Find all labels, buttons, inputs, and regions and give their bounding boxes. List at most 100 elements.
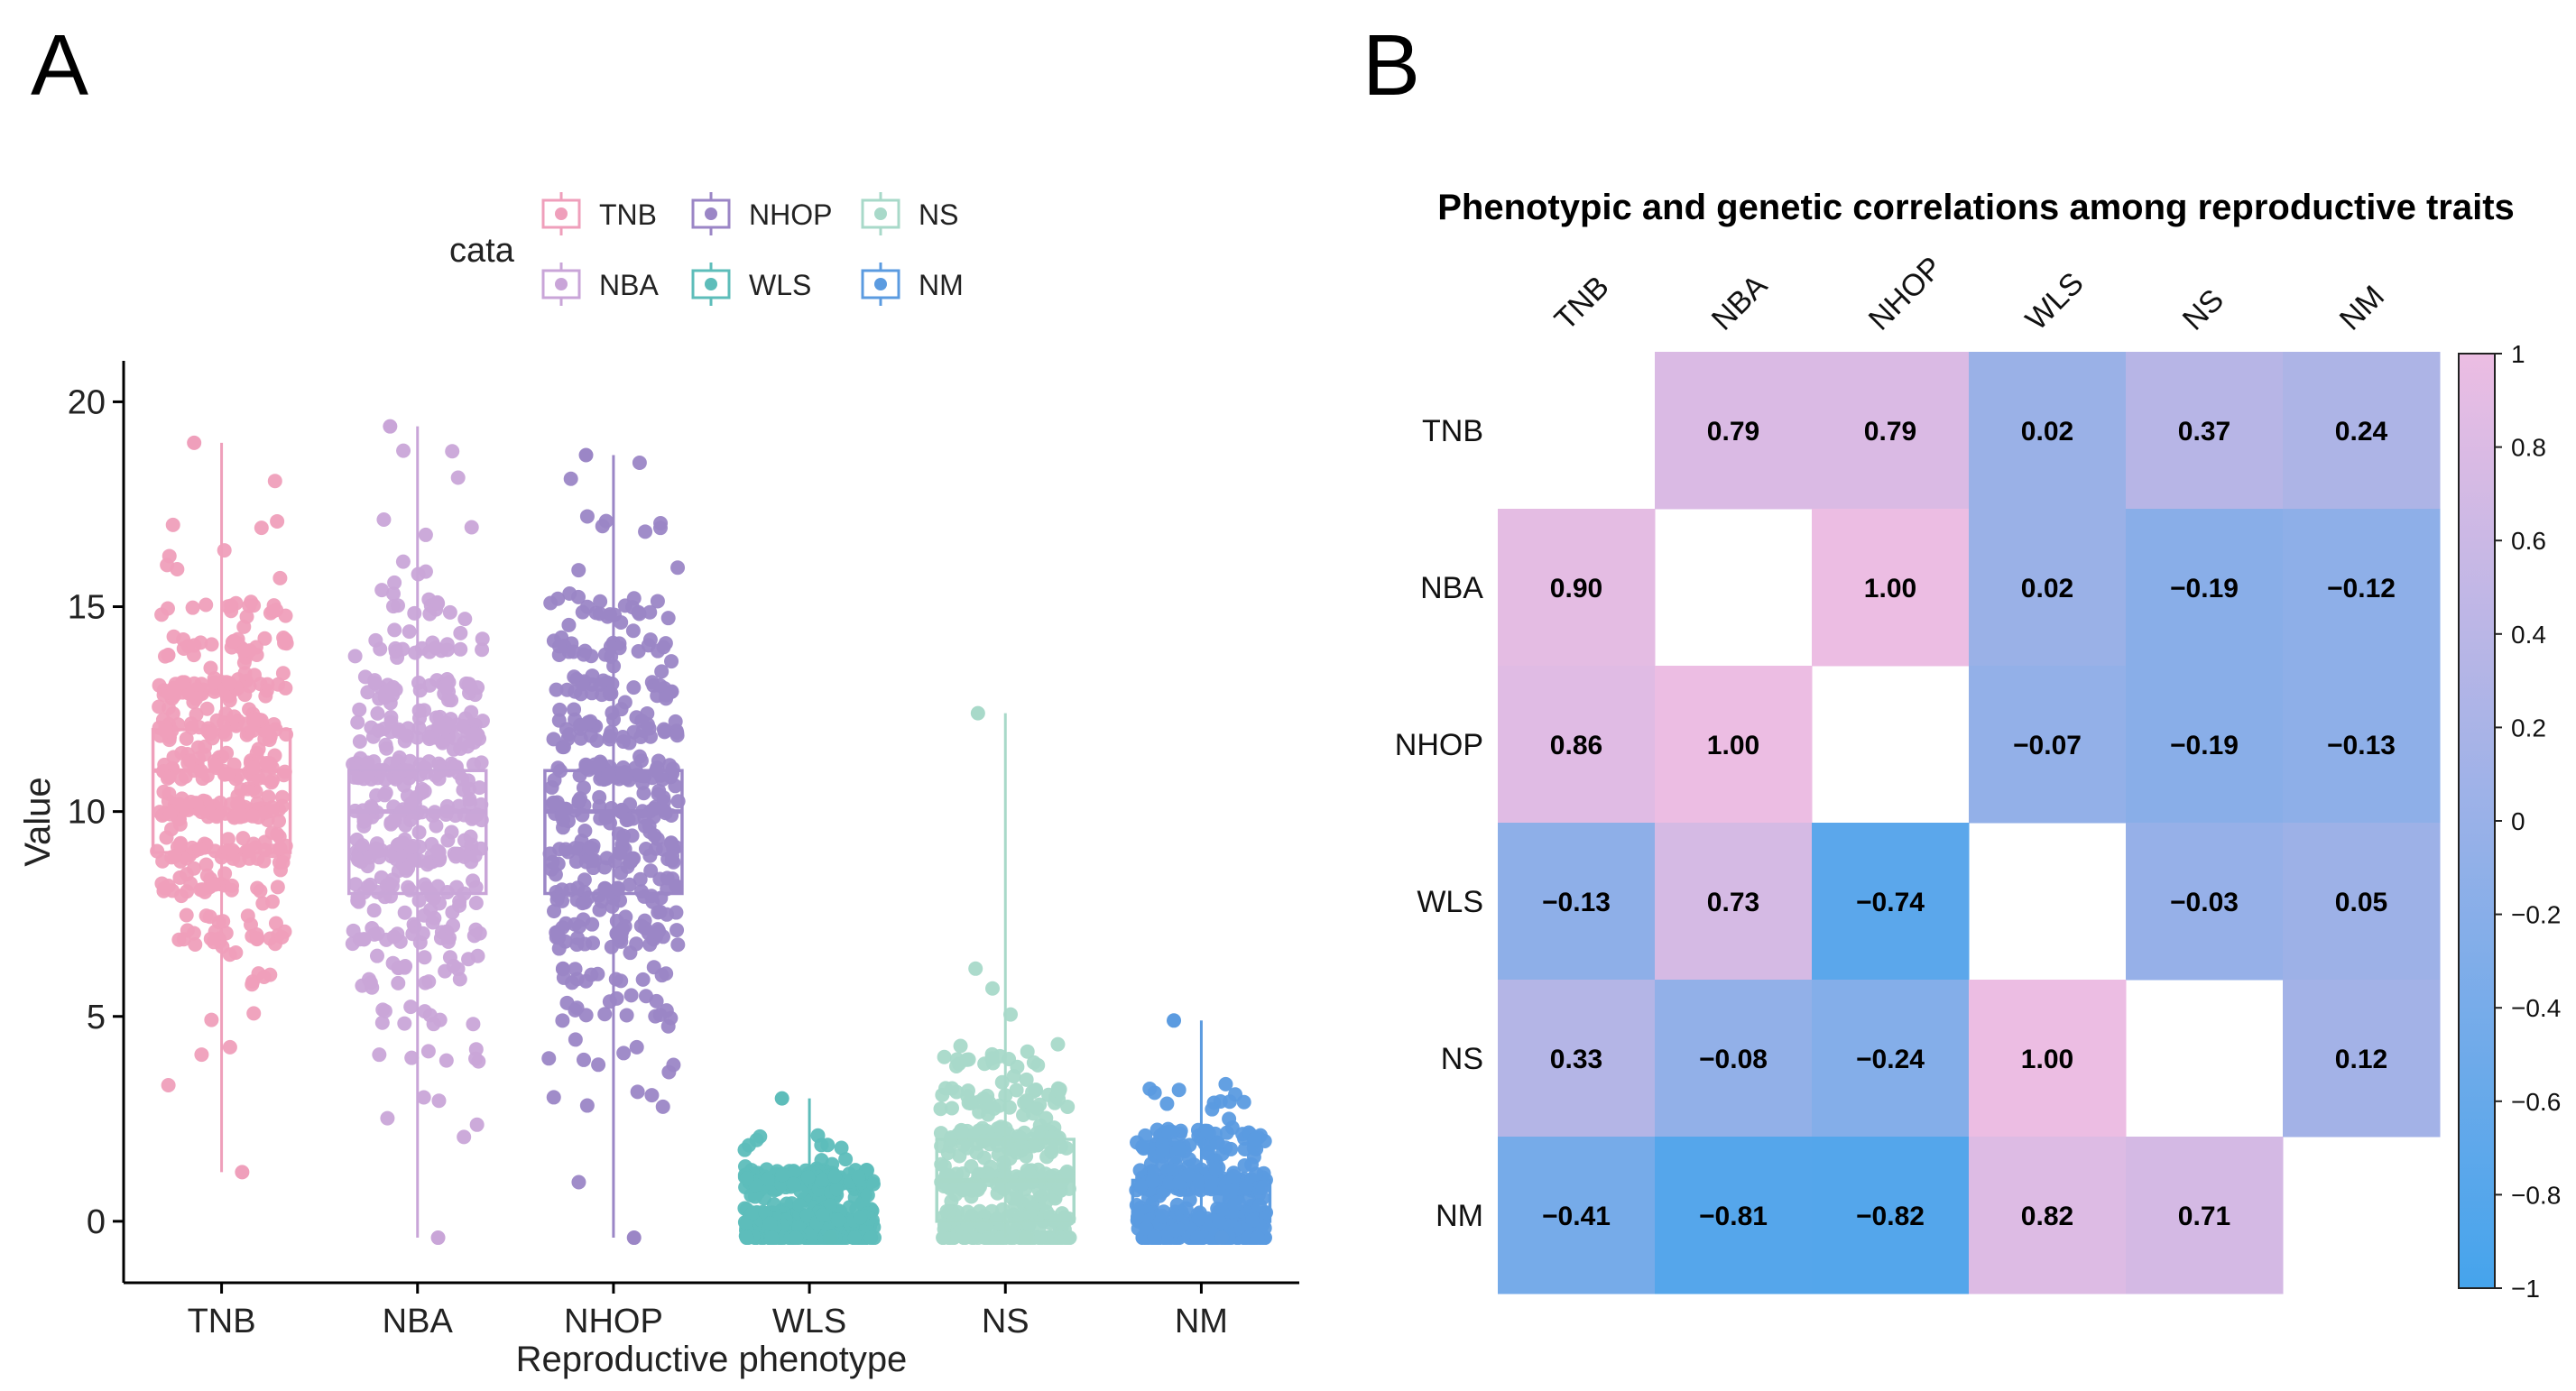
data-point: [431, 1093, 447, 1109]
data-point: [626, 591, 642, 606]
data-point: [640, 717, 655, 732]
box-group-ns: [933, 705, 1077, 1246]
data-point: [1019, 1230, 1034, 1246]
jitter-points-wls: [737, 1091, 882, 1246]
x-tick-label: TNB: [188, 1303, 256, 1340]
data-point: [803, 1226, 818, 1241]
data-point: [429, 818, 444, 834]
data-point: [550, 760, 566, 776]
data-point: [157, 880, 172, 896]
data-point: [233, 809, 248, 824]
cell-value: 1.00: [2021, 1045, 2073, 1074]
data-point: [1006, 1230, 1021, 1246]
data-point: [669, 728, 685, 743]
data-point: [764, 1230, 780, 1246]
data-point: [204, 1012, 219, 1027]
data-point: [745, 1205, 761, 1221]
data-point: [968, 961, 983, 976]
data-point: [377, 1003, 392, 1018]
data-point: [222, 676, 237, 691]
legend-key-point: [874, 207, 887, 220]
data-point: [209, 809, 225, 824]
data-point: [774, 1091, 789, 1106]
data-point: [649, 763, 664, 778]
data-point: [187, 435, 202, 450]
data-point: [167, 849, 182, 864]
data-point: [416, 1090, 431, 1105]
data-point: [1014, 1176, 1029, 1192]
data-point: [264, 773, 280, 788]
data-point: [422, 606, 438, 622]
heatmap-cell: [1655, 1137, 1813, 1294]
data-point: [232, 852, 247, 868]
data-point: [420, 857, 435, 872]
data-point: [1142, 1082, 1158, 1097]
data-point: [560, 732, 576, 747]
data-point: [1008, 1197, 1023, 1212]
data-point: [838, 1152, 854, 1167]
data-point: [583, 728, 598, 743]
data-point: [975, 1219, 991, 1234]
data-point: [474, 755, 489, 770]
data-point: [618, 909, 633, 925]
cell-value: 0.24: [2335, 417, 2388, 447]
data-point: [267, 474, 282, 489]
data-point: [174, 771, 189, 787]
heatmap-cell: [1969, 1137, 2127, 1294]
data-point: [1058, 1169, 1074, 1184]
data-point: [592, 799, 607, 815]
data-point: [787, 1165, 802, 1180]
data-point: [395, 641, 411, 657]
data-point: [372, 1047, 387, 1063]
data-point: [463, 680, 478, 696]
data-point: [391, 975, 406, 990]
data-point: [948, 1059, 964, 1074]
data-point: [847, 1230, 863, 1246]
colorbar-tick-label: −0.6: [2511, 1088, 2561, 1116]
y-tick-label: 20: [68, 383, 106, 421]
data-point: [234, 782, 249, 797]
data-point: [259, 756, 274, 771]
cell-value: −0.03: [2170, 888, 2239, 917]
x-tick-label: NHOP: [564, 1303, 663, 1340]
data-point: [155, 853, 171, 869]
data-point: [383, 419, 398, 434]
cell-value: 0.79: [1707, 417, 1759, 447]
heatmap-cell: [2126, 509, 2284, 667]
data-point: [270, 880, 285, 895]
data-point: [940, 1146, 956, 1161]
data-point: [362, 850, 377, 865]
data-point: [1059, 1230, 1075, 1246]
data-point: [206, 935, 221, 950]
data-point: [791, 1219, 807, 1234]
data-point: [827, 1168, 843, 1184]
data-point: [646, 960, 661, 975]
y-tick-label: 0: [87, 1203, 106, 1241]
data-point: [547, 772, 562, 788]
data-point: [1252, 1198, 1268, 1213]
data-point: [407, 605, 422, 621]
data-point: [208, 757, 223, 772]
data-point: [561, 617, 577, 632]
data-point: [451, 798, 466, 814]
data-point: [982, 1095, 997, 1110]
data-point: [475, 631, 490, 647]
data-point: [450, 470, 466, 485]
data-point: [193, 763, 208, 778]
legend-title: cata: [449, 232, 515, 270]
data-point: [457, 612, 473, 627]
jitter-points-tnb: [150, 435, 294, 1180]
legend-label: NBA: [599, 269, 659, 301]
data-point: [737, 1142, 752, 1157]
data-point: [575, 807, 590, 823]
data-point: [660, 907, 675, 922]
data-point: [1129, 1198, 1144, 1213]
data-point: [417, 760, 432, 775]
data-point: [219, 745, 235, 760]
data-point: [448, 760, 464, 775]
data-point: [815, 1172, 830, 1187]
data-point: [255, 896, 271, 911]
data-point: [1223, 1141, 1239, 1156]
data-point: [270, 513, 285, 529]
data-point: [397, 1016, 412, 1031]
